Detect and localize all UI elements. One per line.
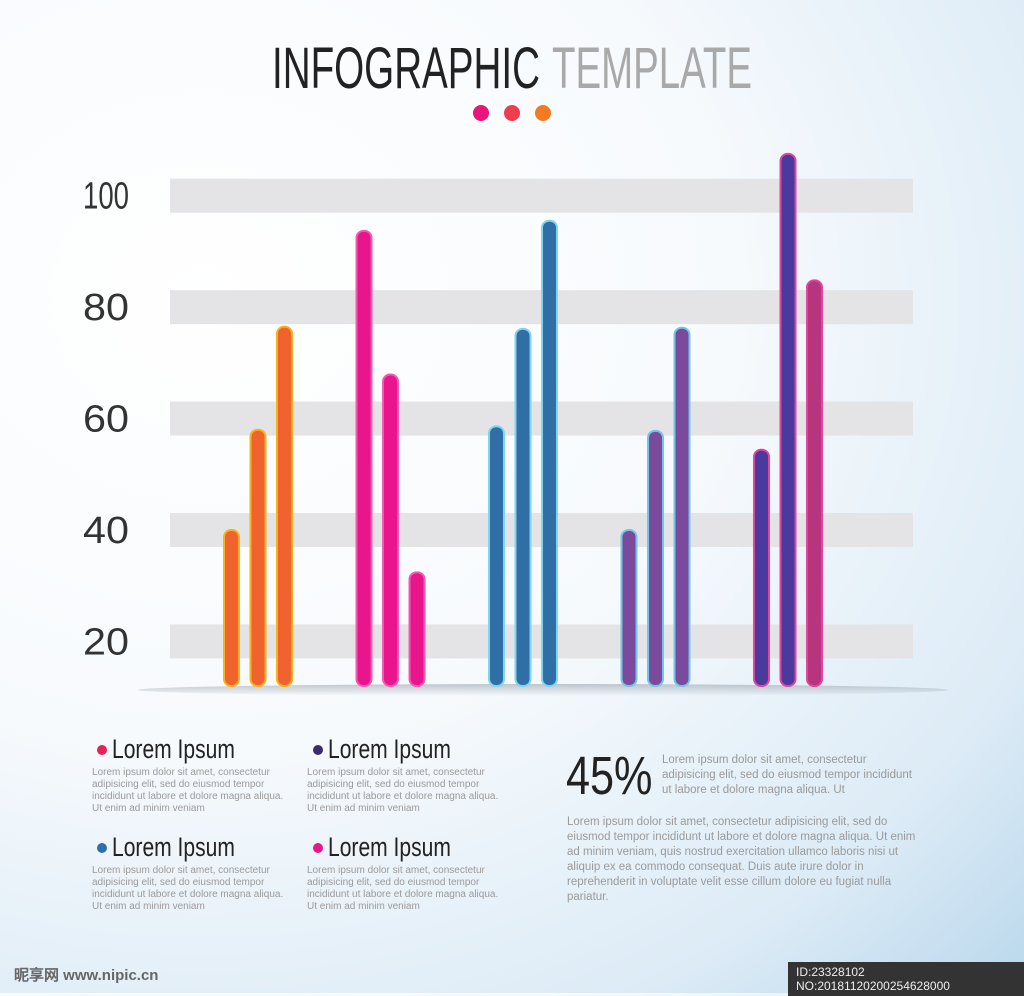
title-light: TEMPLATE: [552, 36, 752, 101]
y-tick-label: 40: [83, 510, 129, 552]
legend-text: Lorem ipsum dolor sit amet, consectetur …: [92, 865, 284, 912]
legend-dot: [97, 745, 107, 755]
legend-dot: [313, 745, 323, 755]
bar: [673, 326, 691, 687]
legend-text: Lorem ipsum dolor sit amet, consectetur …: [307, 865, 499, 912]
watermark-id: ID:23328102 NO:20181120200254628000: [788, 962, 1024, 996]
legend-label: Lorem Ipsum: [112, 734, 235, 764]
watermark-site: 昵享网 www.nipic.cn: [14, 967, 159, 984]
bar: [779, 152, 797, 687]
bar: [620, 529, 638, 687]
stat-value: 45%: [566, 746, 653, 806]
bar: [223, 529, 240, 687]
y-tick-label: 100: [83, 176, 129, 218]
legend-dot: [313, 843, 323, 853]
y-tick-label: 60: [83, 399, 129, 441]
legend-text: Lorem ipsum dolor sit amet, consectetur …: [92, 767, 284, 814]
legend-text: Lorem ipsum dolor sit amet, consectetur …: [307, 767, 499, 814]
grid-band: [170, 178, 913, 213]
bar: [382, 373, 399, 687]
title-dark: INFOGRAPHIC: [272, 36, 540, 101]
bar: [408, 571, 426, 687]
bar: [514, 327, 532, 687]
legend-dot: [97, 843, 107, 853]
bars: [223, 152, 823, 688]
legend-label: Lorem Ipsum: [112, 832, 235, 862]
stat-text: Lorem ipsum dolor sit amet, consectetur …: [662, 754, 912, 796]
y-tick-label: 80: [83, 287, 129, 329]
title-dot: [473, 105, 489, 121]
legend-label: Lorem Ipsum: [328, 832, 451, 862]
baseline-shadow: [138, 684, 948, 696]
bar: [488, 425, 505, 687]
title-dot: [535, 105, 551, 121]
bar: [276, 325, 293, 687]
bar: [541, 219, 558, 688]
bar: [806, 279, 823, 687]
legend-label: Lorem Ipsum: [328, 734, 451, 764]
bar: [355, 229, 373, 687]
title-dot: [504, 105, 520, 121]
bar: [753, 448, 770, 687]
stat-body: Lorem ipsum dolor sit amet, consectetur …: [567, 816, 916, 903]
y-tick-label: 20: [83, 621, 129, 663]
bar: [249, 428, 267, 687]
bar: [647, 429, 664, 688]
